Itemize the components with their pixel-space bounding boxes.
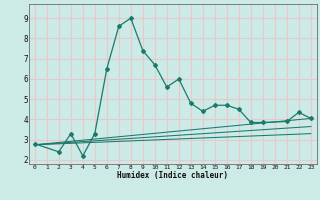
X-axis label: Humidex (Indice chaleur): Humidex (Indice chaleur) — [117, 171, 228, 180]
